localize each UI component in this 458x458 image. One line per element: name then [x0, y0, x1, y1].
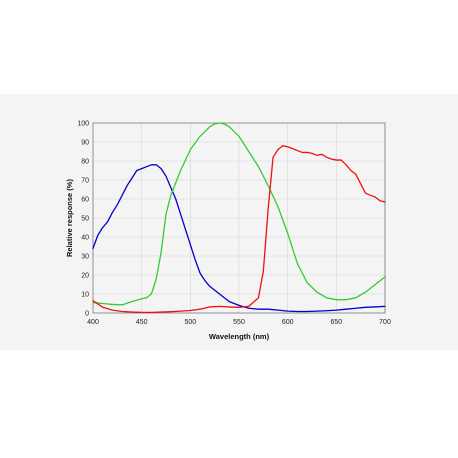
- x-tick-label-1: 450: [136, 319, 148, 326]
- y-tick-label-8: 80: [81, 159, 89, 166]
- plot-frame: [92, 122, 386, 314]
- green-response-line: [92, 122, 386, 306]
- red-response-line: [92, 145, 386, 314]
- grid: [92, 122, 386, 314]
- y-tick-label-6: 60: [81, 197, 89, 204]
- x-axis-title: Wavelength (nm): [209, 332, 270, 341]
- y-tick-label-10: 100: [77, 121, 89, 128]
- x-tick-label-4: 600: [282, 319, 294, 326]
- x-tick-label-2: 500: [184, 319, 196, 326]
- x-tick-label-6: 700: [379, 319, 391, 326]
- y-tick-label-1: 10: [81, 292, 89, 299]
- y-axis-ticks: 0 10 20 30 40 50 60 70 80 90 100: [77, 121, 89, 318]
- y-axis-title: Relative response (%): [65, 179, 74, 257]
- y-tick-label-2: 20: [81, 273, 89, 280]
- y-tick-label-3: 30: [81, 254, 89, 261]
- blue-response-line: [92, 164, 386, 313]
- y-tick-label-0: 0: [85, 311, 89, 318]
- x-axis-ticks: 400 450 500 550 600 650 700: [87, 319, 391, 326]
- x-tick-label-5: 650: [330, 319, 342, 326]
- y-tick-label-7: 70: [81, 178, 89, 185]
- x-tick-label-3: 550: [233, 319, 245, 326]
- series-lines: [92, 122, 386, 314]
- y-tick-label-4: 40: [81, 235, 89, 242]
- y-tick-label-5: 50: [81, 216, 89, 223]
- x-tick-label-0: 400: [87, 319, 99, 326]
- y-tick-label-9: 90: [81, 140, 89, 147]
